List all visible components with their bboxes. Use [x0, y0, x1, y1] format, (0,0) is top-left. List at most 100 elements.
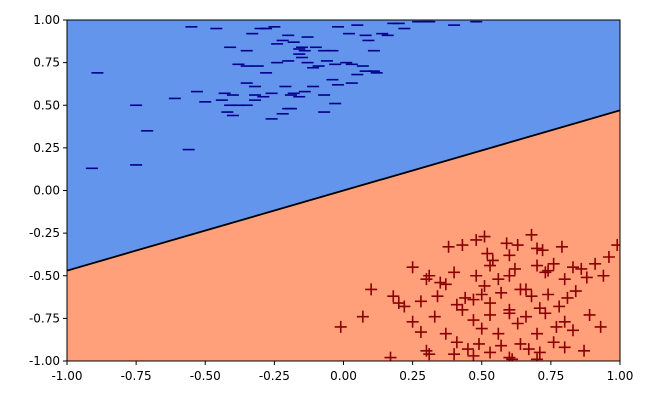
- point-plus: [558, 315, 571, 328]
- point-plus: [442, 240, 455, 253]
- point-plus: [602, 250, 615, 263]
- point-plus: [448, 266, 461, 279]
- point-plus: [542, 288, 555, 301]
- point-plus: [456, 303, 469, 316]
- point-plus: [484, 308, 497, 321]
- x-tick-label: -0.75: [121, 369, 152, 383]
- point-plus: [514, 337, 527, 350]
- point-plus: [387, 290, 400, 303]
- point-plus: [406, 315, 419, 328]
- point-plus: [423, 269, 436, 282]
- point-plus: [486, 254, 499, 267]
- point-plus: [506, 353, 519, 361]
- point-plus: [503, 249, 516, 262]
- y-tick-label: -1.00: [29, 354, 60, 368]
- y-tick-label: -0.25: [29, 226, 60, 240]
- point-plus: [414, 326, 427, 339]
- x-tick-label: 0.25: [399, 369, 426, 383]
- point-plus: [511, 317, 524, 330]
- y-tick-label: -0.75: [29, 311, 60, 325]
- point-plus: [478, 230, 491, 243]
- point-plus: [519, 310, 532, 323]
- point-plus: [431, 290, 444, 303]
- point-plus: [461, 343, 474, 356]
- point-plus: [514, 283, 527, 296]
- point-plus: [533, 346, 546, 359]
- point-plus: [467, 314, 480, 327]
- y-tick-label: 0.25: [33, 141, 60, 155]
- point-plus: [484, 297, 497, 310]
- y-tick-label: 1.00: [33, 13, 60, 27]
- point-plus: [470, 269, 483, 282]
- point-plus: [439, 278, 452, 291]
- point-plus: [566, 324, 579, 337]
- point-plus: [503, 307, 516, 320]
- point-plus: [503, 351, 516, 361]
- point-plus: [533, 302, 546, 315]
- point-plus: [398, 300, 411, 313]
- point-plus: [553, 300, 566, 313]
- point-plus: [450, 298, 463, 311]
- point-plus: [583, 308, 596, 321]
- point-plus: [467, 349, 480, 361]
- point-plus: [459, 291, 472, 304]
- point-plus: [384, 351, 397, 361]
- point-plus: [558, 273, 571, 286]
- x-tick-label: 0.75: [538, 369, 565, 383]
- point-plus: [475, 288, 488, 301]
- point-plus: [448, 348, 461, 361]
- point-plus: [414, 295, 427, 308]
- point-plus: [467, 293, 480, 306]
- point-plus: [561, 291, 574, 304]
- point-plus: [495, 286, 508, 299]
- x-tick-label: 1.00: [607, 369, 634, 383]
- point-plus: [531, 327, 544, 340]
- point-plus: [456, 239, 469, 252]
- point-plus: [522, 343, 535, 356]
- point-plus: [484, 259, 497, 272]
- point-plus: [531, 259, 544, 272]
- point-plus: [594, 320, 607, 333]
- x-tick-label: -0.50: [190, 369, 221, 383]
- point-plus: [428, 310, 441, 323]
- point-plus: [475, 322, 488, 335]
- point-plus: [423, 348, 436, 361]
- point-plus: [434, 276, 447, 289]
- x-axis: -1.00 -0.75 -0.50 -0.25 0.00 0.25 0.50 0.75 1.00: [51, 361, 633, 383]
- point-plus: [558, 341, 571, 354]
- x-tick-label: 0.50: [468, 369, 495, 383]
- point-plus: [539, 266, 552, 279]
- point-plus: [531, 242, 544, 255]
- point-plus: [484, 346, 497, 359]
- point-plus: [575, 262, 588, 275]
- y-tick-label: 0.00: [33, 184, 60, 198]
- y-tick-label: -0.50: [29, 269, 60, 283]
- point-plus: [569, 285, 582, 298]
- y-tick-label: 0.50: [33, 98, 60, 112]
- point-plus: [578, 344, 591, 357]
- point-plus: [492, 327, 505, 340]
- point-plus: [547, 336, 560, 349]
- x-tick-label: -0.25: [259, 369, 290, 383]
- point-plus: [439, 327, 452, 340]
- point-plus: [508, 262, 521, 275]
- scatter-points: [85, 20, 620, 361]
- point-plus: [365, 283, 378, 296]
- point-plus: [334, 320, 347, 333]
- point-plus: [555, 240, 568, 253]
- point-plus: [542, 264, 555, 277]
- point-plus: [547, 257, 560, 270]
- point-plus: [611, 239, 620, 252]
- region-above: [67, 20, 620, 271]
- y-tick-label: 0.75: [33, 56, 60, 70]
- point-plus: [481, 247, 494, 260]
- point-plus: [470, 233, 483, 246]
- point-plus: [525, 290, 538, 303]
- point-plus: [531, 353, 544, 361]
- point-plus: [406, 261, 419, 274]
- x-tick-label: -1.00: [51, 369, 82, 383]
- point-plus: [536, 244, 549, 257]
- point-plus: [450, 336, 463, 349]
- point-plus: [478, 279, 491, 292]
